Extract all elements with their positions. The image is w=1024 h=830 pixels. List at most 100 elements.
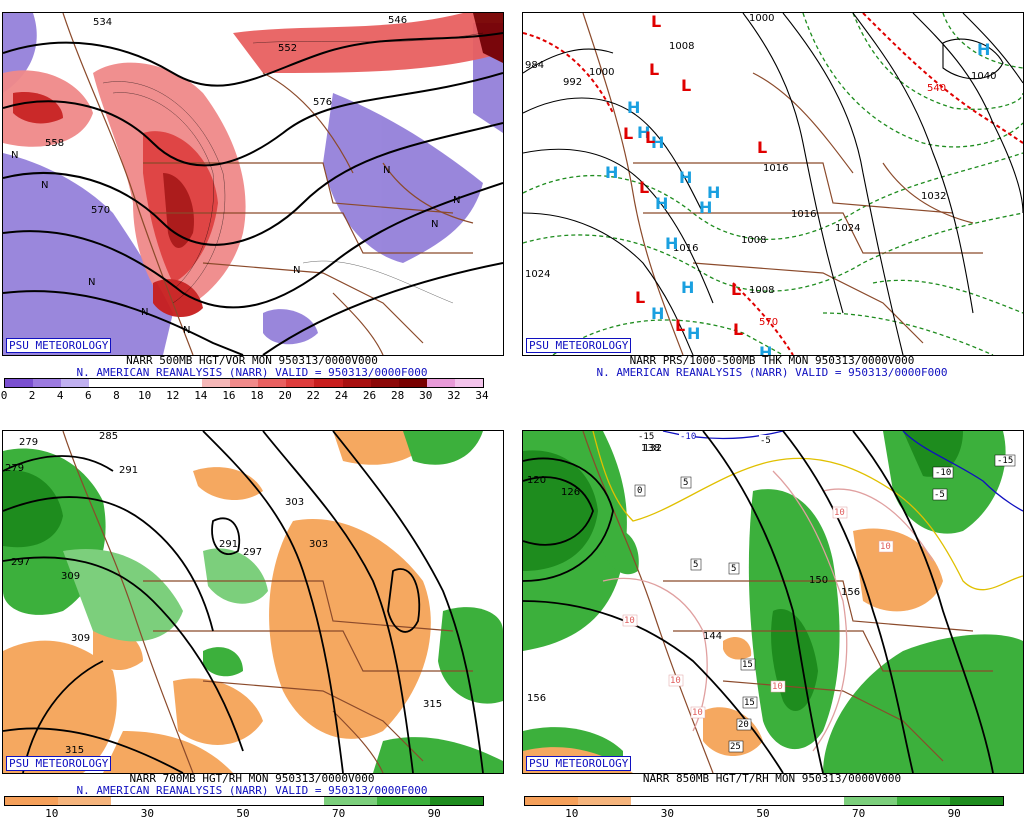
colorbar-tick-label: 2	[28, 389, 36, 402]
svg-text:150: 150	[809, 575, 828, 586]
svg-text:L: L	[639, 178, 649, 197]
colorbar-swatch	[286, 379, 315, 387]
svg-text:1024: 1024	[835, 223, 860, 234]
colorbar-swatch	[173, 379, 202, 387]
colorbar-swatch	[270, 797, 324, 805]
svg-text:291: 291	[119, 465, 138, 476]
svg-text:126: 126	[561, 487, 580, 498]
svg-text:15: 15	[742, 660, 753, 670]
svg-text:1000: 1000	[749, 13, 774, 24]
colorbar-ticks: 10 30 50 70 90	[4, 807, 482, 820]
svg-text:10: 10	[880, 542, 891, 552]
vorticity-map: 534 546 552 558 570 576 N N N N N N N N …	[2, 12, 504, 356]
colorbar-swatch	[164, 797, 218, 805]
low-markers: L L L L L L L L L L L	[623, 13, 767, 339]
svg-text:315: 315	[423, 699, 442, 710]
high-markers: H H H H H H H H H H H H H H	[605, 40, 990, 355]
svg-text:1040: 1040	[971, 71, 996, 82]
isobars	[523, 13, 1023, 355]
colorbar-swatch	[117, 379, 146, 387]
colorbar-tick-label: 70	[851, 807, 866, 820]
svg-text:-10: -10	[935, 468, 951, 478]
svg-text:570: 570	[759, 317, 778, 328]
colorbar-ticks: 0 2 4 6 8 10 12 14 16 18 20 22 24 26 28 30 32 34	[0, 389, 489, 402]
svg-text:H: H	[681, 278, 694, 297]
colorbar-swatch	[33, 379, 62, 387]
colorbar-swatch	[949, 797, 1003, 805]
colorbar-swatch	[429, 797, 483, 805]
svg-text:H: H	[687, 324, 700, 343]
caption-line-1: NARR 700MB HGT/RH MON 950313/0000V000	[129, 772, 375, 785]
svg-text:H: H	[699, 198, 712, 217]
svg-text:N: N	[88, 277, 95, 288]
n-marks: N N N N N N N N N	[11, 150, 460, 336]
svg-text:5: 5	[731, 564, 736, 574]
svg-text:-10: -10	[680, 432, 696, 442]
colorbar-swatch	[323, 797, 377, 805]
svg-text:309: 309	[61, 571, 80, 582]
svg-text:H: H	[977, 40, 990, 59]
height-contours	[523, 431, 994, 773]
svg-text:1016: 1016	[791, 209, 816, 220]
colorbar	[4, 378, 484, 388]
panel-500mb-vorticity: 534 546 552 558 570 576 N N N N N N N N …	[0, 12, 504, 412]
svg-text:N: N	[383, 165, 390, 176]
panel-700mb-rh: 279 285 291 297 303 309 315 279 291 297 …	[2, 430, 504, 830]
thickness-540	[523, 13, 1023, 355]
svg-text:-5: -5	[760, 436, 771, 446]
vorticity-fill-red	[3, 13, 503, 318]
colorbar-swatch	[61, 379, 90, 387]
colorbar-swatch	[217, 797, 271, 805]
colorbar-tick-label: 70	[331, 807, 346, 820]
colorbar-tick-label: 90	[427, 807, 441, 820]
psu-badge: PSU METEOROLOGY	[526, 338, 632, 353]
colorbar-swatch	[58, 797, 112, 805]
svg-text:1024: 1024	[525, 269, 550, 280]
svg-text:309: 309	[71, 633, 90, 644]
svg-text:L: L	[635, 288, 645, 307]
colorbar-tick-label: 8	[113, 389, 120, 402]
colorbar-tick-label: 0	[0, 389, 8, 402]
svg-text:N: N	[293, 265, 300, 276]
colorbar-swatch	[111, 797, 165, 805]
svg-text:L: L	[675, 316, 685, 335]
colorbar-swatch	[5, 797, 59, 805]
svg-text:L: L	[645, 128, 655, 147]
contour-label: 546	[388, 15, 407, 26]
svg-text:20: 20	[738, 720, 749, 730]
colorbar	[524, 796, 1004, 806]
svg-text:L: L	[649, 60, 659, 79]
svg-text:132: 132	[643, 443, 662, 454]
colorbar-tick-label: 4	[56, 389, 64, 402]
svg-text:285: 285	[99, 431, 118, 442]
caption-line-1: NARR 850MB HGT/T/RH MON 950313/0000V000	[642, 772, 902, 785]
rh700-map: 279 285 291 297 303 309 315 279 291 297 …	[2, 430, 504, 774]
svg-text:291: 291	[219, 539, 238, 550]
svg-text:0: 0	[637, 486, 642, 496]
svg-text:L: L	[733, 320, 743, 339]
svg-text:10: 10	[772, 682, 783, 692]
psu-badge: PSU METEOROLOGY	[526, 756, 632, 771]
svg-text:1008: 1008	[669, 41, 694, 52]
svg-text:H: H	[759, 343, 772, 355]
svg-text:H: H	[651, 133, 664, 152]
svg-text:279: 279	[5, 463, 24, 474]
svg-text:H: H	[679, 168, 692, 187]
colorbar	[4, 796, 484, 806]
svg-text:144: 144	[703, 631, 722, 642]
svg-text:540: 540	[927, 83, 946, 94]
svg-text:984: 984	[525, 60, 544, 71]
colorbar-swatch	[426, 379, 455, 387]
panel-850mb-t-rh: 120 126 132 138 144 150 156 156 -15 -10 …	[522, 430, 1024, 830]
colorbar-tick-label: 24	[334, 389, 349, 402]
svg-text:1016: 1016	[673, 243, 698, 254]
svg-text:L: L	[731, 280, 741, 299]
svg-text:N: N	[183, 325, 190, 336]
svg-text:10: 10	[834, 508, 845, 518]
svg-text:-15: -15	[997, 456, 1013, 466]
geography-lines	[582, 13, 983, 355]
svg-text:1016: 1016	[763, 163, 788, 174]
height-contours	[3, 431, 484, 773]
svg-text:-5: -5	[934, 490, 945, 500]
svg-text:5: 5	[693, 560, 698, 570]
